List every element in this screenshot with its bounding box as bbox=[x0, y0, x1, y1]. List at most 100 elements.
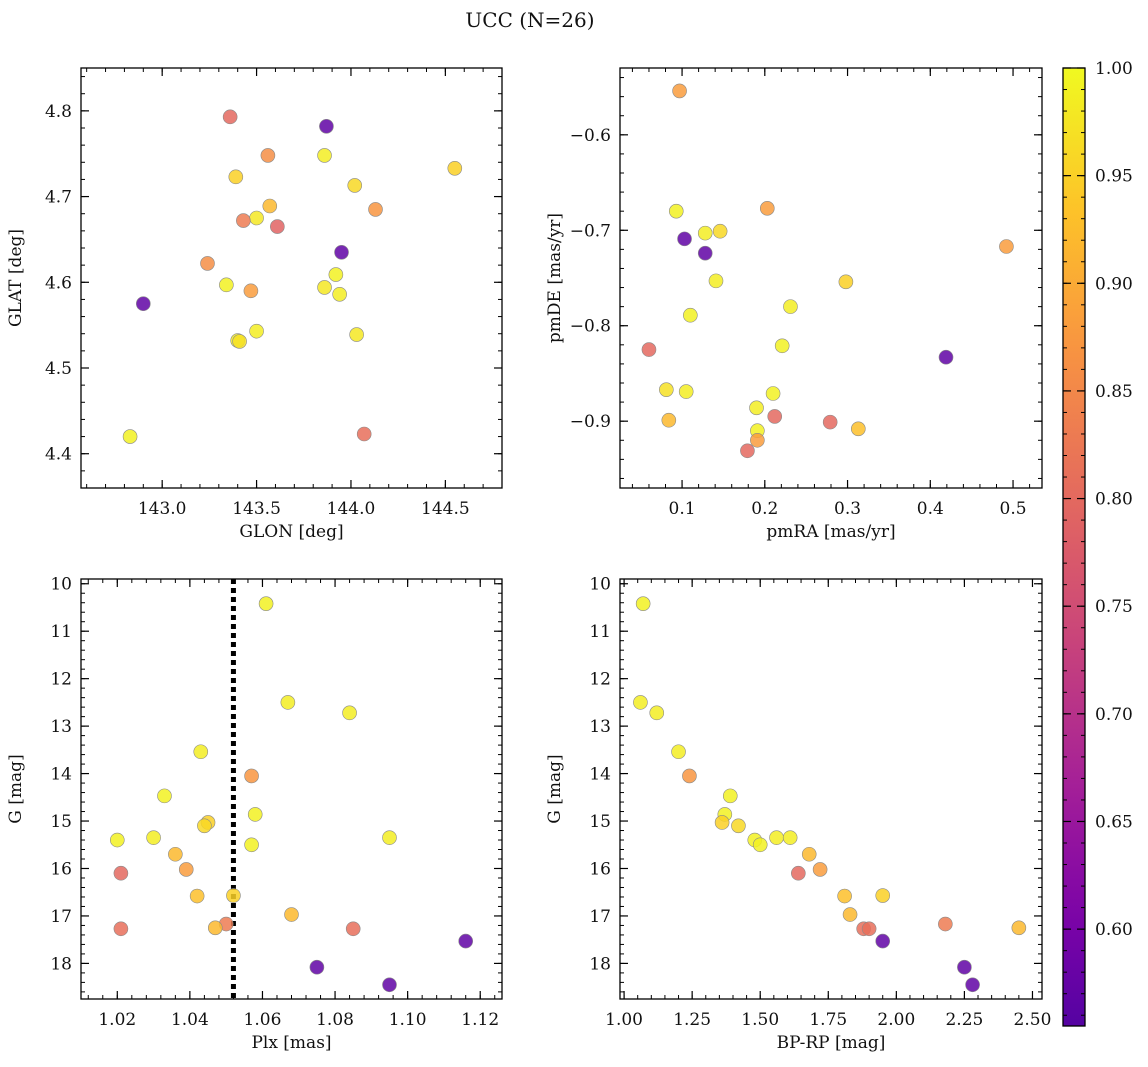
scatter-point bbox=[783, 299, 798, 314]
scatter-point bbox=[109, 832, 125, 848]
scatter-point bbox=[222, 109, 238, 125]
x-axis-label: BP-RP [mag] bbox=[777, 1033, 886, 1053]
colorbar-tick-label: 0.70 bbox=[1095, 705, 1133, 725]
y-tick-label: 16 bbox=[589, 859, 611, 879]
x-tick-label: 0.3 bbox=[834, 499, 861, 519]
colorbar-tick-label: 0.60 bbox=[1095, 920, 1133, 940]
x-tick-label: 0.4 bbox=[917, 499, 944, 519]
scatter-point bbox=[683, 307, 698, 323]
scatter-point bbox=[189, 888, 205, 904]
scatter-point bbox=[842, 907, 858, 922]
y-tick-label: 13 bbox=[589, 717, 611, 737]
y-tick-label: 11 bbox=[50, 622, 72, 642]
scatter-point bbox=[752, 837, 768, 853]
y-axis-label: G [mag] bbox=[545, 754, 565, 823]
x-axis-label: GLON [deg] bbox=[239, 522, 343, 542]
x-tick-label: 1.04 bbox=[171, 1010, 209, 1030]
y-tick-label: 10 bbox=[50, 575, 72, 595]
scatter-point bbox=[999, 239, 1014, 254]
y-tick-label: 13 bbox=[50, 717, 72, 737]
scatter-point bbox=[714, 815, 730, 830]
scatter-point bbox=[938, 349, 954, 365]
scatter-point bbox=[317, 280, 332, 295]
scatter-point bbox=[345, 921, 361, 937]
colorbar-gradient bbox=[1063, 68, 1085, 1026]
colorbar-tick-label: 0.75 bbox=[1095, 597, 1133, 617]
scatter-point bbox=[635, 596, 651, 611]
scatter-point bbox=[641, 342, 657, 357]
colorbar-tick-label: 0.90 bbox=[1095, 274, 1133, 294]
scatter-point bbox=[244, 837, 259, 853]
scatter-point bbox=[875, 933, 891, 949]
y-tick-label: 4.5 bbox=[45, 359, 72, 379]
scatter-point bbox=[671, 744, 686, 760]
scatter-point bbox=[178, 862, 194, 877]
y-tick-label: 17 bbox=[50, 907, 72, 927]
scatter-point bbox=[260, 148, 276, 163]
scatter-point bbox=[262, 198, 278, 214]
scatter-point bbox=[342, 705, 357, 721]
y-tick-label: −0.7 bbox=[570, 221, 611, 241]
scatter-point bbox=[236, 213, 251, 228]
scatter-point bbox=[319, 118, 334, 134]
scatter-point bbox=[247, 807, 263, 822]
scatter-point bbox=[782, 830, 798, 845]
scatter-point bbox=[243, 283, 259, 299]
scatter-point bbox=[168, 846, 183, 862]
y-tick-label: 16 bbox=[50, 859, 72, 879]
y-axis-label: G [mag] bbox=[6, 754, 26, 823]
x-tick-label: 1.06 bbox=[244, 1010, 282, 1030]
scatter-point bbox=[812, 862, 828, 877]
scatter-point bbox=[678, 384, 694, 399]
scatter-point bbox=[244, 768, 259, 784]
panel-1: 143.0 143.5 144.0 144.5 4.4 4.5 4.6 4.7 4.8 GLON … bbox=[6, 67, 503, 542]
y-tick-label: 15 bbox=[50, 812, 72, 832]
x-tick-label: 1.25 bbox=[673, 1010, 711, 1030]
scatter-point bbox=[200, 256, 215, 271]
x-tick-label: 1.50 bbox=[741, 1010, 779, 1030]
scatter-point bbox=[633, 695, 648, 710]
x-tick-label: 1.12 bbox=[461, 1010, 499, 1030]
axes-frame bbox=[80, 67, 503, 489]
scatter-point bbox=[1011, 920, 1027, 936]
panel-4: 1.00 1.25 1.50 1.75 2.00 2.25 2.50 10 11 12 13 14 15… bbox=[545, 575, 1051, 1053]
scatter-point bbox=[767, 409, 783, 424]
y-tick-label: 12 bbox=[589, 670, 611, 690]
scatter-point bbox=[219, 277, 234, 293]
scatter-point bbox=[722, 788, 738, 804]
colorbar-tick-label: 0.65 bbox=[1095, 812, 1133, 832]
x-tick-label: 1.02 bbox=[98, 1010, 136, 1030]
x-tick-label: 144.0 bbox=[327, 499, 376, 519]
scatter-point bbox=[731, 818, 746, 834]
axes-frame bbox=[619, 578, 1043, 1000]
scatter-point bbox=[749, 400, 764, 416]
scatter-point bbox=[228, 169, 244, 185]
y-tick-label: 10 bbox=[589, 575, 611, 595]
scatter-point bbox=[661, 412, 677, 428]
scatter-point bbox=[226, 888, 241, 903]
colorbar: 0.60 0.65 0.70 0.75 0.80 0.85 0.90 0.95 1.00 bbox=[1062, 59, 1133, 1027]
colorbar-tick-label: 0.80 bbox=[1095, 490, 1133, 510]
scatter-point bbox=[197, 818, 212, 834]
scatter-point bbox=[317, 148, 332, 163]
scatter-point bbox=[965, 977, 980, 993]
scatter-point bbox=[382, 977, 397, 993]
scatter-point bbox=[672, 83, 687, 99]
scatter-point bbox=[938, 916, 953, 932]
x-tick-label: 2.00 bbox=[877, 1010, 915, 1030]
scatter-point bbox=[328, 267, 344, 282]
y-tick-label: −0.6 bbox=[570, 126, 611, 146]
scatter-point bbox=[334, 244, 349, 260]
y-axis-label: GLAT [deg] bbox=[6, 229, 26, 327]
scatter-point bbox=[356, 426, 372, 442]
x-tick-label: 0.2 bbox=[751, 499, 778, 519]
panel-2: 0.1 0.2 0.3 0.4 0.5 −0.9 −0.8 −0.7 −0.6 pmRA [mas… bbox=[545, 67, 1043, 542]
scatter-point bbox=[207, 920, 223, 936]
scatter-point bbox=[740, 443, 755, 459]
y-tick-label: 11 bbox=[589, 622, 611, 642]
scatter-point bbox=[957, 959, 972, 975]
scatter-point bbox=[368, 202, 383, 217]
y-tick-label: 18 bbox=[50, 954, 72, 974]
y-tick-label: 4.4 bbox=[45, 445, 72, 465]
scatter-point bbox=[332, 286, 347, 302]
